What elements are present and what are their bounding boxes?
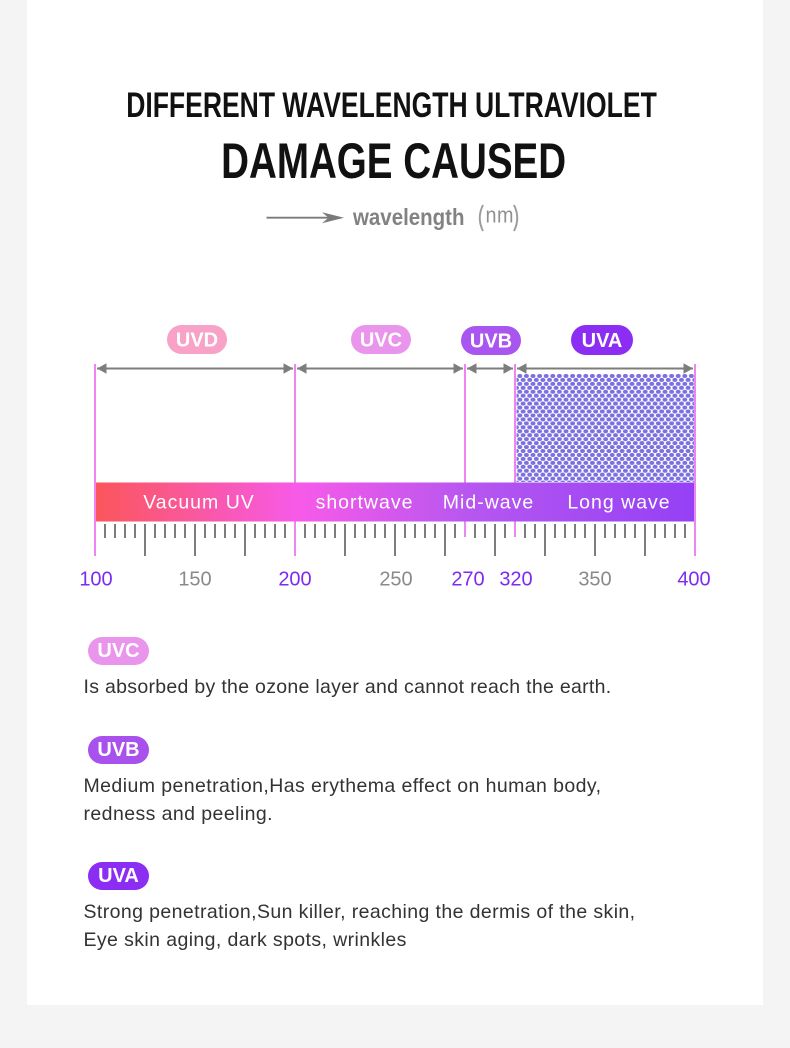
svg-text:Vacuum UV: Vacuum UV — [143, 492, 255, 514]
svg-text:shortwave: shortwave — [316, 492, 414, 514]
svg-text:400: 400 — [677, 569, 710, 591]
svg-text:nm: nm — [486, 203, 514, 227]
svg-text:UVC: UVC — [360, 330, 402, 352]
svg-text:270: 270 — [451, 569, 484, 591]
svg-text:100: 100 — [79, 569, 112, 591]
svg-text:350: 350 — [578, 569, 611, 591]
svg-text:Mid-wave: Mid-wave — [443, 492, 534, 514]
svg-text:UVD: UVD — [176, 330, 218, 352]
svg-text:Long wave: Long wave — [567, 492, 670, 514]
svg-text:320: 320 — [499, 569, 532, 591]
svg-text:UVB: UVB — [470, 331, 512, 353]
svg-text:UVA: UVA — [582, 330, 623, 352]
svg-text:150: 150 — [178, 569, 211, 591]
svg-text:200: 200 — [278, 569, 311, 591]
svg-text:250: 250 — [379, 569, 412, 591]
